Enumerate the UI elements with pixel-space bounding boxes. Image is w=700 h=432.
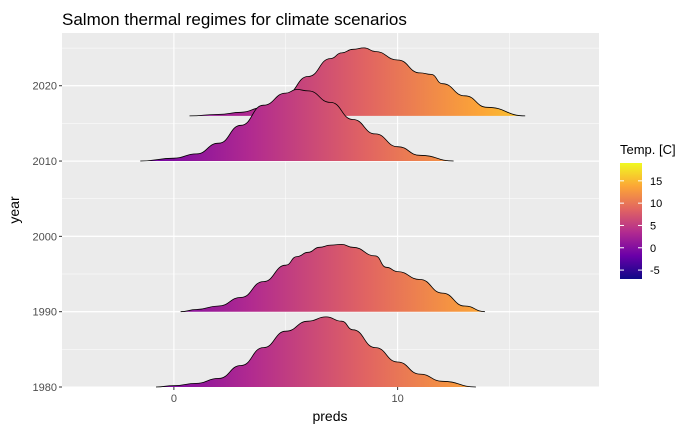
x-axis-ticks: 0 10: [171, 387, 404, 405]
ridge-outline-1990: [180, 243, 485, 313]
ridge-outline-2010: [140, 89, 454, 162]
density-ridges: [140, 47, 526, 388]
ridge-area-2010: [140, 89, 454, 161]
legend-title: Temp. [C]: [620, 142, 676, 157]
y-tick-label: 2020: [33, 81, 57, 93]
x-axis-title: preds: [312, 408, 347, 424]
legend-tick-label: 0: [650, 243, 656, 255]
ridge-area-1990: [180, 244, 485, 312]
y-axis-ticks: 1980 1990 2000 2010 2020: [33, 81, 62, 394]
y-axis-title: year: [6, 196, 22, 224]
chart-title: Salmon thermal regimes for climate scena…: [62, 10, 407, 29]
legend-tick-label: 10: [650, 198, 662, 210]
legend-tick-label: -5: [650, 265, 660, 277]
ridge-area-1980: [156, 316, 476, 387]
y-tick-label: 1980: [33, 382, 57, 394]
x-tick-label: 0: [171, 393, 177, 405]
ridge-area-2016: [189, 47, 526, 116]
color-legend: Temp. [C] 15 10 5 0 -5: [620, 142, 676, 279]
legend-tick-label: 5: [650, 220, 656, 232]
x-tick-label: 10: [392, 393, 404, 405]
ridge-outline-1980: [155, 316, 476, 388]
y-tick-label: 1990: [33, 307, 57, 319]
legend-tick-label: 15: [650, 176, 662, 188]
y-tick-label: 2000: [33, 231, 57, 243]
y-tick-label: 2010: [33, 156, 57, 168]
legend-ticks: 15 10 5 0 -5: [620, 176, 662, 277]
legend-colorbar: [620, 163, 642, 279]
